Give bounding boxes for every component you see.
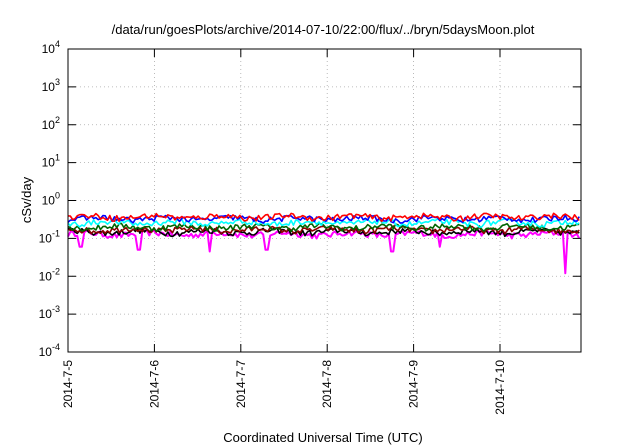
y-tick-label-exp: -2 (52, 266, 60, 276)
y-tick-label: 104 (42, 39, 60, 56)
y-tick-label: 100 (42, 191, 60, 208)
y-tick-label: 10-1 (39, 228, 60, 245)
y-tick-label-base: 10 (39, 307, 53, 321)
y-tick-label: 10-2 (39, 266, 60, 283)
x-tick-labels: 2014-7-5 2014-7-6 2014-7-7 2014-7-8 2014-7-9… (61, 360, 507, 415)
y-tick-label-base: 10 (39, 231, 53, 245)
y-tick-label: 101 (42, 153, 60, 170)
y-tick-label-base: 10 (39, 345, 53, 359)
y-tick-label: 102 (42, 115, 60, 132)
y-tick-label-exp: 4 (55, 39, 60, 49)
y-tick-label: 103 (42, 77, 60, 94)
x-tick-label: 2014-7-10 (493, 360, 507, 415)
y-axis-label: cSv/day (19, 176, 34, 223)
series-line (67, 218, 580, 228)
series-line (67, 222, 580, 233)
y-tick-label-base: 10 (39, 269, 53, 283)
y-tick-label: 10-3 (39, 304, 60, 321)
y-tick-label-exp: -1 (52, 228, 60, 238)
series-line (67, 229, 581, 275)
y-tick-label-base: 10 (42, 80, 56, 94)
y-tick-label-exp: 1 (55, 153, 60, 163)
series-group (67, 212, 581, 275)
y-tick-label-base: 10 (42, 156, 56, 170)
grid (68, 49, 581, 352)
y-tick-label-base: 10 (42, 194, 56, 208)
y-tick-label-exp: 2 (55, 115, 60, 125)
x-tick-label: 2014-7-5 (61, 360, 75, 408)
x-tick-label: 2014-7-8 (320, 360, 334, 408)
y-tick-label-exp: 3 (55, 77, 60, 87)
y-tick-label-base: 10 (42, 42, 56, 56)
y-tick-label-exp: -4 (52, 342, 60, 352)
x-tick-label: 2014-7-6 (147, 360, 161, 408)
chart-title: /data/run/goesPlots/archive/2014-07-10/2… (112, 22, 535, 37)
x-axis-label: Coordinated Universal Time (UTC) (223, 430, 422, 445)
y-tick-label-exp: -3 (52, 304, 60, 314)
x-tick-label: 2014-7-9 (407, 360, 421, 408)
y-tick-label-exp: 0 (55, 191, 60, 201)
ticks (67, 48, 581, 353)
y-tick-label-base: 10 (42, 118, 56, 132)
series-line (67, 212, 580, 223)
y-tick-label: 10-4 (39, 342, 60, 359)
x-tick-label: 2014-7-7 (234, 360, 248, 408)
